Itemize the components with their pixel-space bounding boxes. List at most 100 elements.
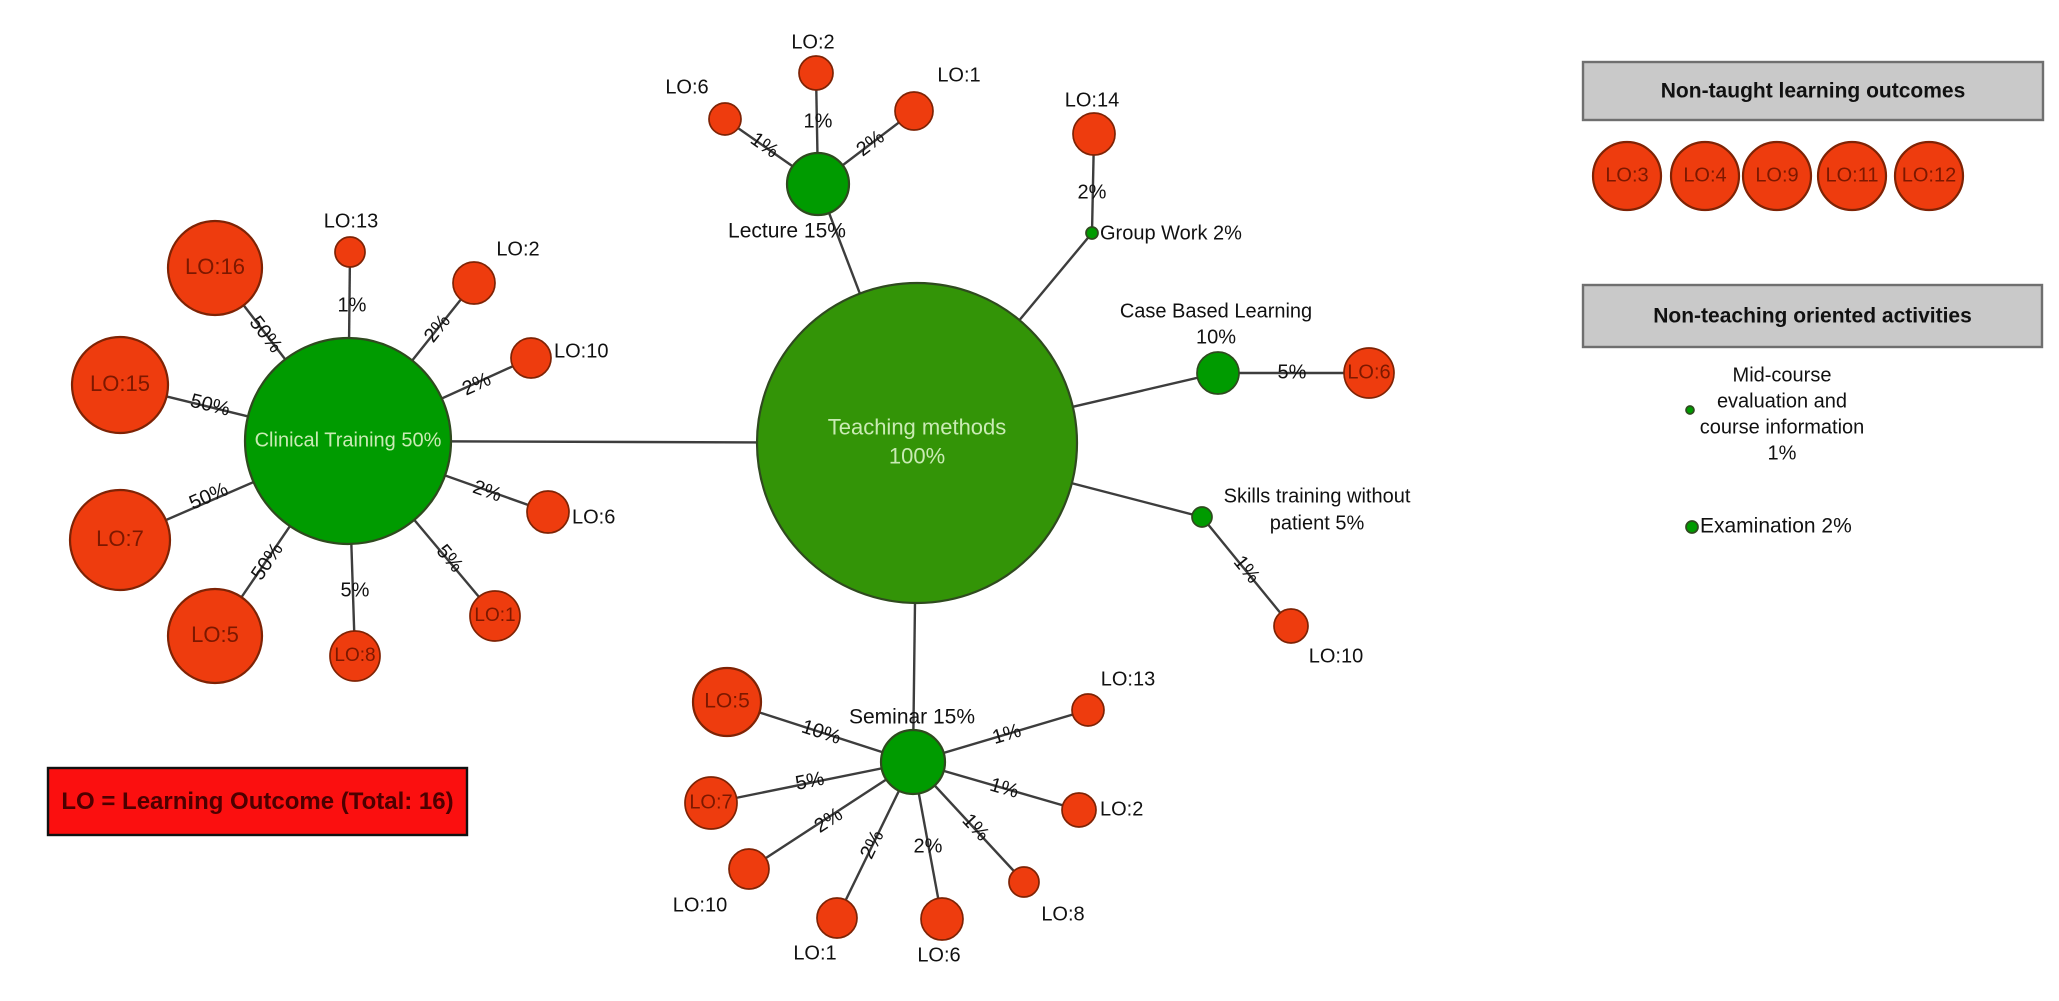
node-c-lo10-outcome-circle [510,337,552,379]
node-casebased-circle [1196,351,1240,395]
node-cb-lo6-outcome-circle [1343,347,1395,399]
node-se-lo5-outcome-circle [691,666,763,738]
node-cb-lo6-label: LO:6 [1347,361,1390,383]
edge-clinical-c-lo5-percent-label: 50% [247,539,288,585]
edge-clinical-c-lo6-percent-label: 2% [470,476,505,506]
node-se-lo8-outcome-circle [1008,866,1040,898]
node-leg-dot-midcourse-circle [1685,405,1695,415]
midcourse-activity-label-line-4: 1% [1768,442,1797,464]
node-c-lo2-outcome-circle [452,261,496,305]
node-leg-lo12-label: LO:12 [1902,164,1956,186]
edge-clinical-c-lo2-percent-label: 2% [420,310,455,346]
node-c-lo6-outcome-circle [526,490,570,534]
node-teaching-label-line-1: Teaching methods [828,414,1007,439]
lo-note-box [46,766,469,837]
node-casebased-label-line-1: Case Based Learning [1120,300,1312,322]
midcourse-activity-label-line-1: Mid-course [1733,364,1832,386]
node-leg-dot-exam-circle [1685,520,1699,534]
node-l-lo6-outcome-circle [708,102,742,136]
node-c-lo8-outcome-circle [329,630,381,682]
node-skills-circle [1191,506,1213,528]
node-s-lo10-outcome-circle [1273,608,1309,644]
edge-clinical-c-lo13-percent-label: 1% [338,294,367,316]
node-se-lo5-label: LO:5 [704,690,750,713]
node-c-lo1-label: LO:1 [474,605,515,626]
non-teaching-header-box [1581,283,2044,349]
node-se-lo8-label: LO:8 [1041,903,1084,925]
node-seminar-circle [879,728,947,796]
edge-lecture-l-lo2-percent-label: 1% [804,110,833,132]
node-c-lo8-label: LO:8 [334,645,375,666]
node-se-lo10-label: LO:10 [673,894,727,916]
node-lecture-circle [785,151,851,217]
node-c-lo15-outcome-circle [70,335,170,435]
node-c-lo5-outcome-circle [166,587,264,685]
edge-lecture-l-lo6-percent-label: 1% [746,128,782,163]
midcourse-activity-label-line-3: course information [1700,416,1865,438]
edge-clinical-c-lo15-percent-label: 50% [188,390,232,421]
node-c-lo7-label: LO:7 [96,526,144,551]
non-taught-header-box [1581,60,2045,122]
node-c-lo16-outcome-circle [166,219,264,317]
edge-clinical-c-lo16-percent-label: 50% [245,312,287,357]
node-clinical-label: Clinical Training 50% [255,429,442,451]
edge-seminar-se-lo1-percent-label: 2% [856,827,889,863]
edge-seminar-se-lo7 [710,760,914,805]
edge-casebased-cb-lo6-percent-label: 5% [1278,361,1307,383]
lo-note-text: LO = Learning Outcome (Total: 16) [61,788,453,815]
edge-seminar-se-lo13-percent-label: 1% [990,720,1024,749]
node-l-lo6-label: LO:6 [665,76,708,98]
node-se-lo7-outcome-circle [684,776,738,830]
node-leg-lo4-outcome-circle [1669,140,1741,212]
edge-seminar-se-lo5-percent-label: 10% [799,716,844,749]
node-seminar-label: Seminar 15% [849,706,975,729]
node-se-lo7-label: LO:7 [689,791,732,813]
node-l-lo1-label: LO:1 [937,64,980,86]
node-se-lo2-outcome-circle [1061,792,1097,828]
edge-lecture-l-lo1-percent-label: 2% [852,126,888,161]
node-groupwork-label: Group Work 2% [1100,222,1242,244]
node-c-lo6-label: LO:6 [572,506,615,528]
node-g-lo14-outcome-circle [1072,112,1116,156]
edge-seminar-se-lo6-percent-label: 2% [914,835,943,857]
node-c-lo2-label: LO:2 [496,238,539,260]
edge-skills-s-lo10 [1201,516,1292,627]
node-leg-lo4-label: LO:4 [1683,164,1726,186]
node-se-lo6-outcome-circle [920,897,964,941]
node-skills-label-line-1: Skills training without [1224,485,1411,507]
non-taught-header-text: Non-taught learning outcomes [1661,80,1966,103]
node-clinical-circle [243,336,453,546]
node-s-lo10-label: LO:10 [1309,645,1363,667]
node-teaching-label-line-2: 100% [889,443,945,468]
node-leg-lo9-outcome-circle [1741,140,1813,212]
node-se-lo6-label: LO:6 [917,944,960,966]
node-se-lo13-label: LO:13 [1101,668,1155,690]
node-c-lo7-outcome-circle [68,488,172,592]
edge-seminar-se-lo2-percent-label: 1% [987,774,1021,803]
node-l-lo2-outcome-circle [798,55,834,91]
node-leg-lo11-outcome-circle [1816,140,1888,212]
node-leg-lo12-outcome-circle [1893,140,1965,212]
node-c-lo13-label: LO:13 [324,210,378,232]
node-l-lo2-label: LO:2 [791,31,834,53]
edge-seminar-se-lo7-percent-label: 5% [794,768,827,795]
edge-groupwork-g-lo14-percent-label: 2% [1078,181,1107,203]
node-se-lo13-outcome-circle [1071,693,1105,727]
node-c-lo15-label: LO:15 [90,371,150,396]
node-leg-lo11-label: LO:11 [1826,164,1879,186]
node-c-lo10-label: LO:10 [554,340,608,362]
non-teaching-header-text: Non-teaching oriented activities [1653,305,1972,328]
node-lecture-label: Lecture 15% [728,220,846,243]
node-leg-lo3-outcome-circle [1591,140,1663,212]
node-g-lo14-label: LO:14 [1065,89,1119,111]
edge-clinical-c-lo8-percent-label: 5% [341,579,370,601]
node-se-lo10-outcome-circle [728,848,770,890]
node-se-lo2-label: LO:2 [1100,798,1143,820]
node-casebased-label-line-2: 10% [1196,326,1236,348]
node-leg-lo9-label: LO:9 [1755,164,1798,186]
node-skills-label-line-2: patient 5% [1270,512,1365,534]
node-se-lo1-outcome-circle [816,897,858,939]
node-c-lo1-outcome-circle [469,590,521,642]
